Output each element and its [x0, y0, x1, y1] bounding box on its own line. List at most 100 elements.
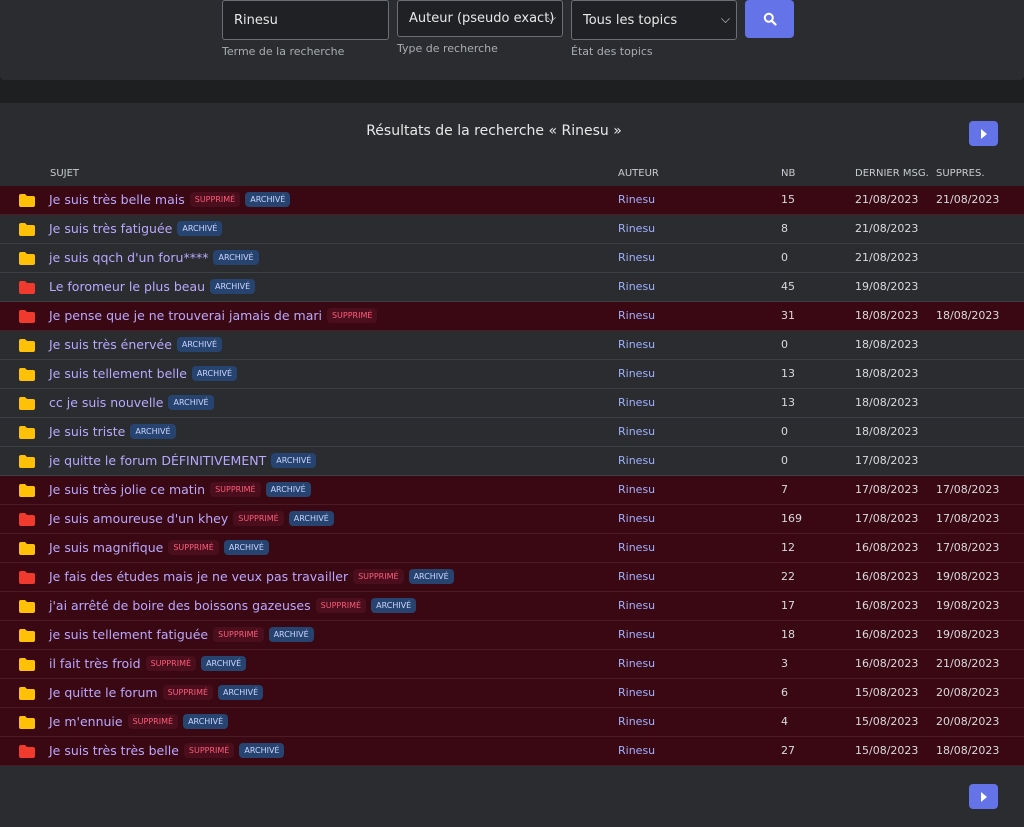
last-message-date: 15/08/2023	[855, 686, 919, 699]
topic-link[interactable]: Je suis magnifique	[49, 540, 164, 555]
column-header: SUJET	[50, 168, 80, 179]
field-label: État des topics	[571, 45, 653, 58]
subject-cell: Je quitte le forum SUPPRIMÉ ARCHIVÉ	[49, 685, 264, 700]
last-message-date: 21/08/2023	[855, 193, 919, 206]
folder-icon	[19, 281, 35, 294]
topic-link[interactable]: Je suis tellement belle	[49, 366, 187, 381]
topic-link[interactable]: Je suis très jolie ce matin	[49, 482, 206, 497]
archived-badge: ARCHIVÉ	[268, 627, 314, 642]
archived-badge: ARCHIVÉ	[271, 453, 317, 468]
author-link[interactable]: Rinesu	[618, 338, 656, 351]
deleted-badge: SUPPRIMÉ	[315, 598, 367, 613]
results-title: Résultats de la recherche « Rinesu »	[366, 123, 622, 139]
subject-cell: Je suis très belle mais SUPPRIMÉ ARCHIVÉ	[49, 192, 291, 207]
folder-icon	[19, 484, 35, 497]
message-count: 169	[781, 512, 802, 525]
author-link[interactable]: Rinesu	[618, 309, 656, 322]
topic-link[interactable]: Je m'ennuie	[49, 714, 123, 729]
message-count: 12	[781, 541, 795, 554]
topic-link[interactable]: j'ai arrêté de boire des boissons gazeus…	[49, 598, 311, 613]
search-type-select[interactable]: Auteur (pseudo exact)	[397, 0, 563, 37]
folder-icon	[19, 310, 35, 323]
folder-icon	[19, 368, 35, 381]
author-link[interactable]: Rinesu	[618, 715, 656, 728]
last-message-date: 19/08/2023	[855, 280, 919, 293]
archived-badge: ARCHIVÉ	[371, 598, 417, 613]
author-link[interactable]: Rinesu	[618, 251, 656, 264]
author-link[interactable]: Rinesu	[618, 599, 656, 612]
deletion-date: 19/08/2023	[936, 628, 1000, 641]
result-row: Je suis amoureuse d'un khey SUPPRIMÉ ARCHI…	[0, 505, 1024, 534]
topic-state-select[interactable]: Tous les topics	[571, 0, 737, 40]
deletion-date: 20/08/2023	[936, 686, 1000, 699]
result-row: je quitte le forum DÉFINITIVEMENT ARCHIVÉ…	[0, 447, 1024, 476]
author-link[interactable]: Rinesu	[618, 744, 656, 757]
deletion-date: 17/08/2023	[936, 483, 1000, 496]
folder-icon	[19, 194, 35, 207]
author-link[interactable]: Rinesu	[618, 483, 656, 496]
search-term-input[interactable]: Rinesu	[222, 0, 389, 40]
topic-link[interactable]: cc je suis nouvelle	[49, 395, 164, 410]
topic-link[interactable]: Je suis amoureuse d'un khey	[49, 511, 229, 526]
author-link[interactable]: Rinesu	[618, 193, 656, 206]
table-header: SUJET AUTEUR NB DERNIER MSG. SUPPRES.	[0, 163, 1024, 187]
archived-badge: ARCHIVÉ	[210, 279, 256, 294]
topic-link[interactable]: Je pense que je ne trouverai jamais de m…	[49, 308, 322, 323]
author-link[interactable]: Rinesu	[618, 686, 656, 699]
author-link[interactable]: Rinesu	[618, 367, 656, 380]
topic-link[interactable]: Je suis très très belle	[49, 743, 179, 758]
author-link[interactable]: Rinesu	[618, 512, 656, 525]
subject-cell: Je suis magnifique SUPPRIMÉ ARCHIVÉ	[49, 540, 269, 555]
topic-link[interactable]: Je fais des études mais je ne veux pas t…	[49, 569, 349, 584]
topic-link[interactable]: Je suis très belle mais	[49, 192, 185, 207]
author-link[interactable]: Rinesu	[618, 541, 656, 554]
author-link[interactable]: Rinesu	[618, 425, 656, 438]
topic-link[interactable]: Le foromeur le plus beau	[49, 279, 206, 294]
result-row: Je suis très énervée ARCHIVÉ Rinesu 0 18/08/…	[0, 331, 1024, 360]
subject-cell: je suis qqch d'un foru**** ARCHIVÉ	[49, 250, 259, 265]
next-page-button[interactable]	[969, 784, 998, 809]
deletion-date: 18/08/2023	[936, 309, 1000, 322]
deleted-badge: SUPPRIMÉ	[213, 627, 264, 642]
archived-badge: ARCHIVÉ	[288, 511, 334, 526]
author-link[interactable]: Rinesu	[618, 454, 656, 467]
topic-link[interactable]: je suis tellement fatiguée	[49, 627, 209, 642]
search-button[interactable]	[745, 0, 794, 38]
topic-link[interactable]: Je suis très fatiguée	[49, 221, 173, 236]
topic-link[interactable]: je suis qqch d'un foru****	[49, 250, 209, 265]
last-message-date: 16/08/2023	[855, 628, 919, 641]
topic-link[interactable]: Je quitte le forum	[49, 685, 158, 700]
subject-cell: cc je suis nouvelle ARCHIVÉ	[49, 395, 214, 410]
deletion-date: 18/08/2023	[936, 744, 1000, 757]
topic-link[interactable]: Je suis triste	[49, 424, 126, 439]
author-link[interactable]: Rinesu	[618, 570, 656, 583]
author-link[interactable]: Rinesu	[618, 222, 656, 235]
folder-icon	[19, 745, 35, 758]
next-icon	[980, 791, 987, 802]
author-link[interactable]: Rinesu	[618, 396, 656, 409]
message-count: 31	[781, 309, 795, 322]
result-row: Je pense que je ne trouverai jamais de m…	[0, 302, 1024, 331]
topic-link[interactable]: Je suis très énervée	[49, 337, 172, 352]
last-message-date: 21/08/2023	[855, 222, 919, 235]
last-message-date: 15/08/2023	[855, 744, 919, 757]
author-link[interactable]: Rinesu	[618, 280, 656, 293]
topic-link[interactable]: je quitte le forum DÉFINITIVEMENT	[49, 453, 267, 468]
next-page-button[interactable]	[969, 121, 998, 146]
folder-icon	[19, 426, 35, 439]
author-link[interactable]: Rinesu	[618, 628, 656, 641]
folder-icon	[19, 455, 35, 468]
last-message-date: 17/08/2023	[855, 454, 919, 467]
topic-link[interactable]: il fait très froid	[49, 656, 141, 671]
select-value: Tous les topics	[583, 12, 678, 28]
folder-icon	[19, 571, 35, 584]
last-message-date: 18/08/2023	[855, 309, 919, 322]
result-row: il fait très froid SUPPRIMÉ ARCHIVÉ Rinesu 3…	[0, 650, 1024, 679]
last-message-date: 18/08/2023	[855, 396, 919, 409]
deleted-badge: SUPPRIMÉ	[168, 540, 219, 555]
column-header: NB	[781, 168, 796, 179]
deleted-badge: SUPPRIMÉ	[210, 482, 261, 497]
author-link[interactable]: Rinesu	[618, 657, 656, 670]
message-count: 27	[781, 744, 795, 757]
last-message-date: 17/08/2023	[855, 483, 919, 496]
